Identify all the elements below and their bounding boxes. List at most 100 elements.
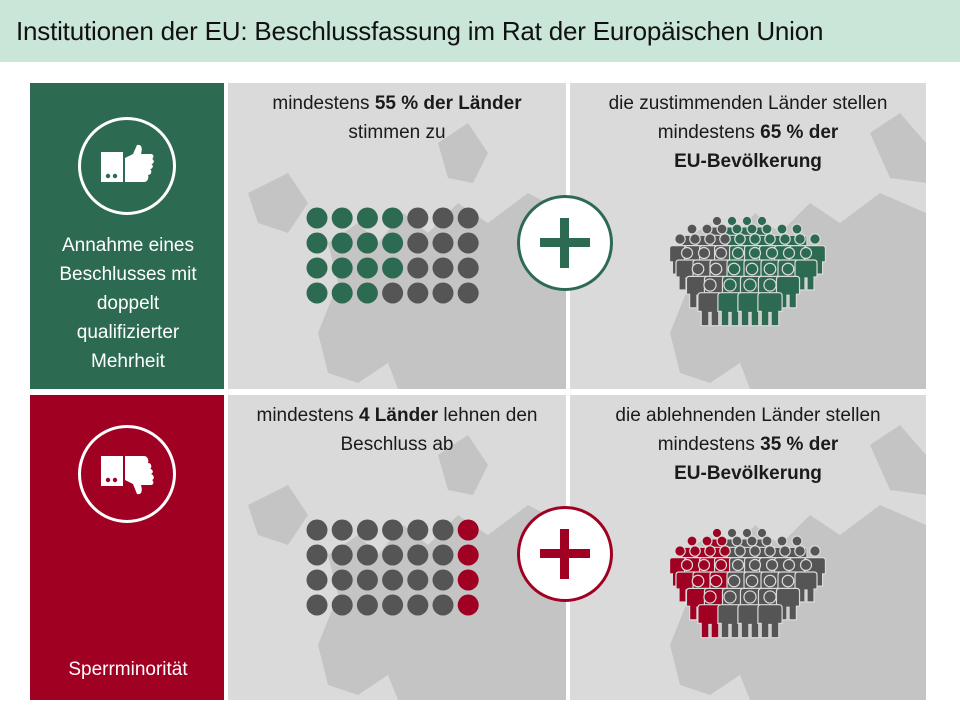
country-dot-highlighted [331, 232, 353, 254]
person-figure [794, 246, 818, 291]
country-dot [382, 594, 404, 616]
country-dot-highlighted [457, 544, 479, 566]
country-dot [382, 519, 404, 541]
person-figure [697, 590, 723, 639]
country-dot [306, 544, 328, 566]
title-bar: Institutionen der EU: Beschlussfassung i… [0, 0, 960, 62]
country-dot [457, 207, 479, 229]
side-label: Annahme eines Beschlusses mit doppelt qu… [59, 235, 197, 372]
country-dot-highlighted [457, 594, 479, 616]
country-dot [407, 519, 429, 541]
cell-countries-blocking: mindestens 4 Länder lehnen den Beschluss… [228, 395, 566, 700]
country-dot [432, 282, 454, 304]
country-dot-highlighted [306, 282, 328, 304]
country-dot [331, 594, 353, 616]
country-dot [407, 594, 429, 616]
country-dot-highlighted [356, 232, 378, 254]
statement-text: mindestens [272, 93, 375, 114]
statement-emphasis: 35 % der [760, 434, 839, 455]
statement-text: stimmen zu [348, 122, 446, 143]
person-figure [757, 278, 783, 327]
country-dot [432, 207, 454, 229]
country-dot-highlighted [356, 207, 378, 229]
country-dot [432, 544, 454, 566]
country-dot-highlighted [382, 257, 404, 279]
country-dot [407, 232, 429, 254]
country-dot [407, 207, 429, 229]
plus-icon [517, 195, 613, 291]
country-dot [331, 544, 353, 566]
country-dot [306, 519, 328, 541]
statement-text: mindestens [256, 405, 359, 426]
population-crowd-icon [668, 215, 827, 327]
population-statement: die ablehnenden Länder stellen mindesten… [570, 401, 926, 488]
country-dot [407, 282, 429, 304]
cell-population-approval: die zustimmenden Länder stellen mindeste… [570, 83, 926, 389]
person-figure [737, 278, 763, 327]
country-dot [306, 594, 328, 616]
country-dot-highlighted [331, 282, 353, 304]
country-dot-highlighted [356, 257, 378, 279]
plus-icon [517, 506, 613, 602]
side-label: Sperrminorität [68, 659, 188, 680]
country-dot [356, 519, 378, 541]
country-dot-highlighted [331, 207, 353, 229]
population-statement: die zustimmenden Länder stellen mindeste… [570, 89, 926, 176]
country-dot [331, 569, 353, 591]
statement-text: mindestens [657, 122, 761, 143]
country-dot-highlighted [331, 257, 353, 279]
statement-emphasis: 65 % der [760, 122, 839, 143]
country-dot-grid [306, 519, 479, 616]
country-dot [382, 282, 404, 304]
country-dot-grid [306, 207, 479, 304]
statement-emphasis: EU-Bevölkerung [674, 151, 822, 172]
country-dot [432, 594, 454, 616]
country-dot [356, 569, 378, 591]
country-dot-highlighted [457, 519, 479, 541]
thumbs-up-icon [78, 117, 176, 215]
country-dot [432, 257, 454, 279]
statement-text: lehnen den Beschluss ab [340, 405, 538, 455]
statement-text: die zustimmenden Länder stellen [608, 93, 888, 114]
country-dot [457, 232, 479, 254]
countries-statement: mindestens 4 Länder lehnen den Beschluss… [228, 401, 566, 459]
person-figure [757, 590, 783, 639]
person-figure [717, 590, 743, 639]
person-figure [794, 558, 818, 603]
statement-text: die ablehnenden Länder stellen [615, 405, 881, 426]
country-dot [432, 232, 454, 254]
side-panel-blocking-minority: Sperrminorität [30, 395, 224, 700]
country-dot [356, 544, 378, 566]
population-crowd-icon [668, 527, 827, 639]
statement-emphasis: EU-Bevölkerung [674, 463, 822, 484]
country-dot [331, 519, 353, 541]
country-dot [382, 569, 404, 591]
country-dot [457, 257, 479, 279]
country-dot [407, 257, 429, 279]
country-dot [432, 569, 454, 591]
country-dot [457, 282, 479, 304]
country-dot [407, 569, 429, 591]
country-dot [356, 594, 378, 616]
country-dot-highlighted [382, 207, 404, 229]
country-dot-highlighted [356, 282, 378, 304]
statement-text: mindestens [657, 434, 761, 455]
country-dot [407, 544, 429, 566]
country-dot-highlighted [306, 207, 328, 229]
countries-statement: mindestens 55 % der Länder stimmen zu [228, 89, 566, 147]
statement-emphasis: 4 Länder [358, 405, 439, 426]
person-figure [737, 590, 763, 639]
country-dot [382, 544, 404, 566]
country-dot-highlighted [382, 232, 404, 254]
country-dot [306, 569, 328, 591]
thumbs-down-icon [78, 425, 176, 523]
page-title: Institutionen der EU: Beschlussfassung i… [16, 15, 824, 46]
cell-countries-approval: mindestens 55 % der Länder stimmen zu [228, 83, 566, 389]
statement-emphasis: 55 % der Länder [374, 93, 522, 114]
country-dot-highlighted [457, 569, 479, 591]
side-panel-qualified-majority: Annahme eines Beschlusses mit doppelt qu… [30, 83, 224, 389]
cell-population-blocking: die ablehnenden Länder stellen mindesten… [570, 395, 926, 700]
country-dot-highlighted [306, 257, 328, 279]
country-dot-highlighted [306, 232, 328, 254]
country-dot [432, 519, 454, 541]
